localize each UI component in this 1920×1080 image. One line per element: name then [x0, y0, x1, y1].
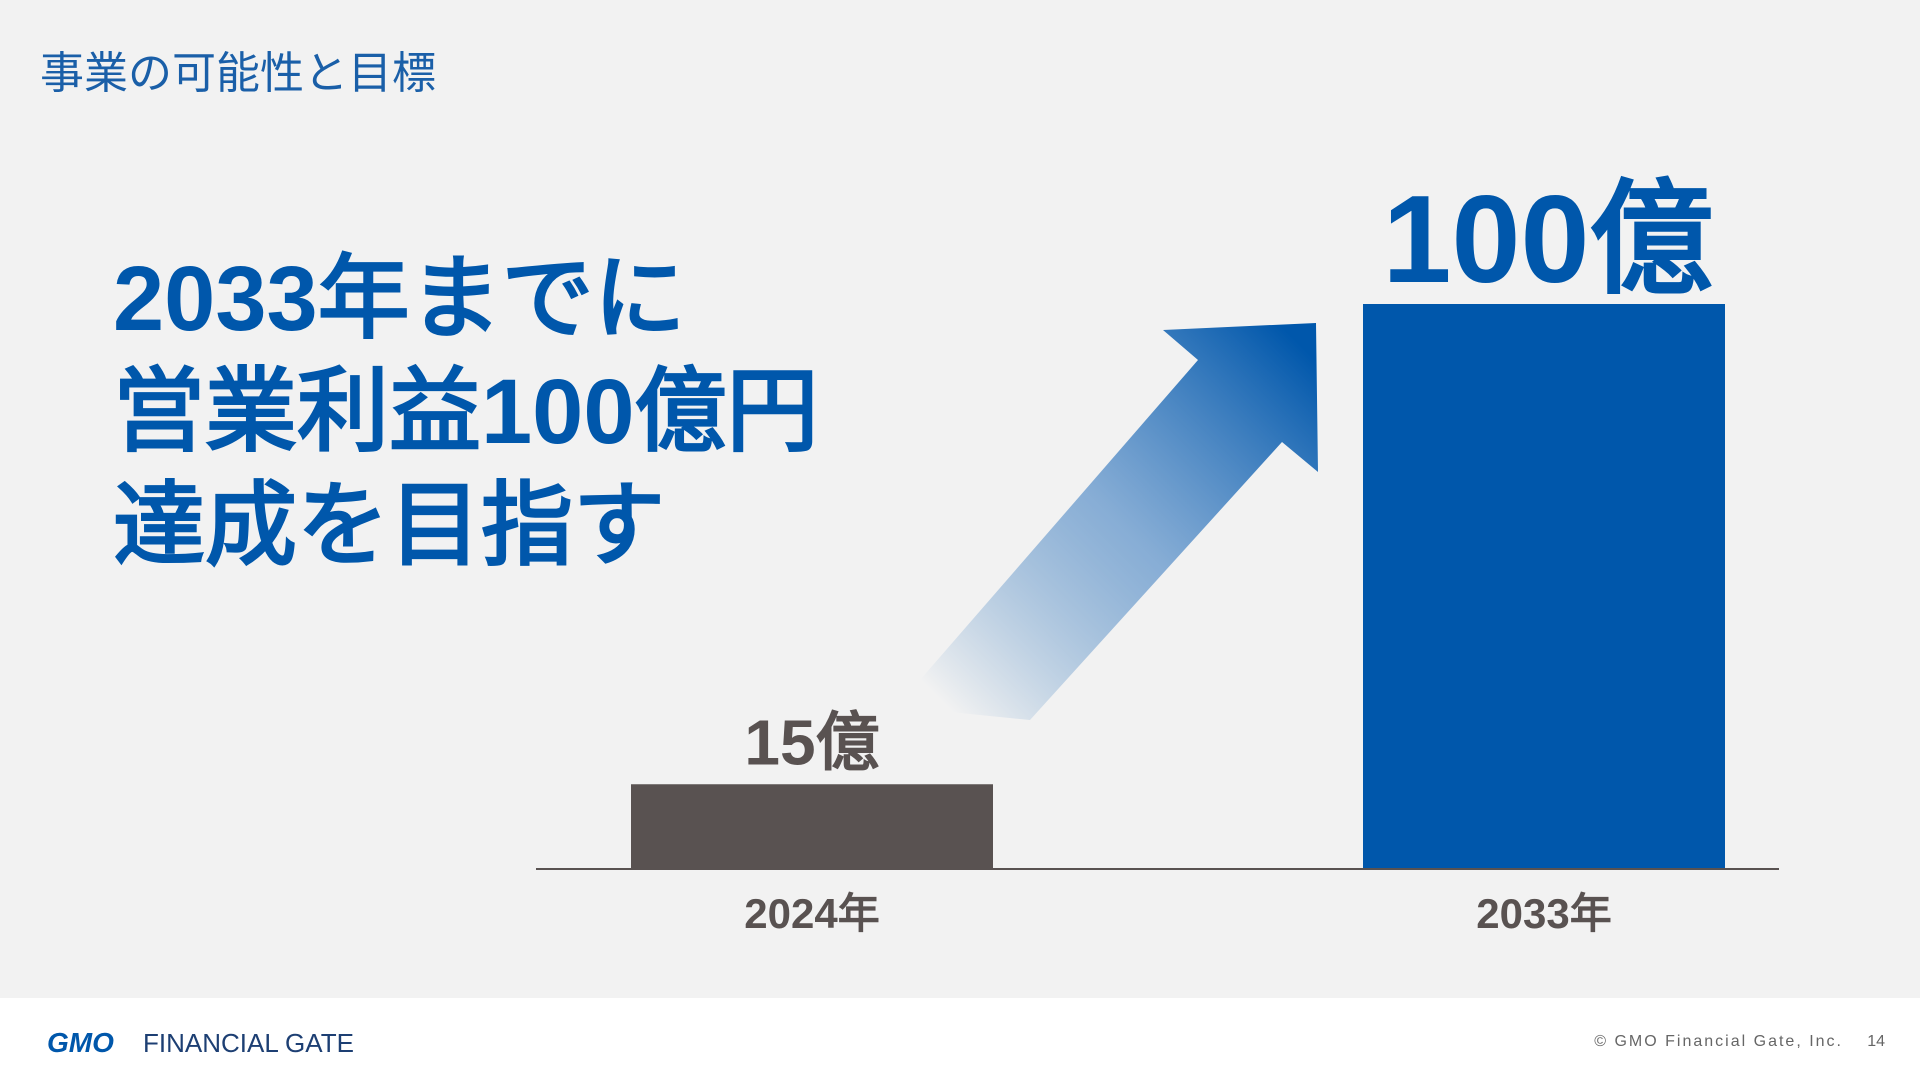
- copyright: © GMO Financial Gate, Inc.: [1594, 1033, 1843, 1050]
- x-tick-label: 2024年: [744, 890, 879, 937]
- footer-band: [0, 998, 1920, 1080]
- x-tick-label: 2033年: [1476, 890, 1611, 937]
- headline-line: 2033年までに: [113, 248, 686, 350]
- logo-text: FINANCIAL GATE: [143, 1028, 354, 1058]
- bar: [631, 784, 993, 869]
- page-number: 14: [1867, 1033, 1885, 1050]
- value-label: 100億: [1383, 171, 1714, 309]
- logo-mark: GMO: [47, 1027, 114, 1058]
- bar: [1363, 304, 1725, 869]
- growth-arrow: [920, 323, 1318, 720]
- headline-line: 達成を目指す: [113, 475, 665, 577]
- page-title: 事業の可能性と目標: [40, 49, 436, 98]
- headline-line: 営業利益100億円: [113, 361, 819, 463]
- value-label: 15億: [744, 706, 879, 778]
